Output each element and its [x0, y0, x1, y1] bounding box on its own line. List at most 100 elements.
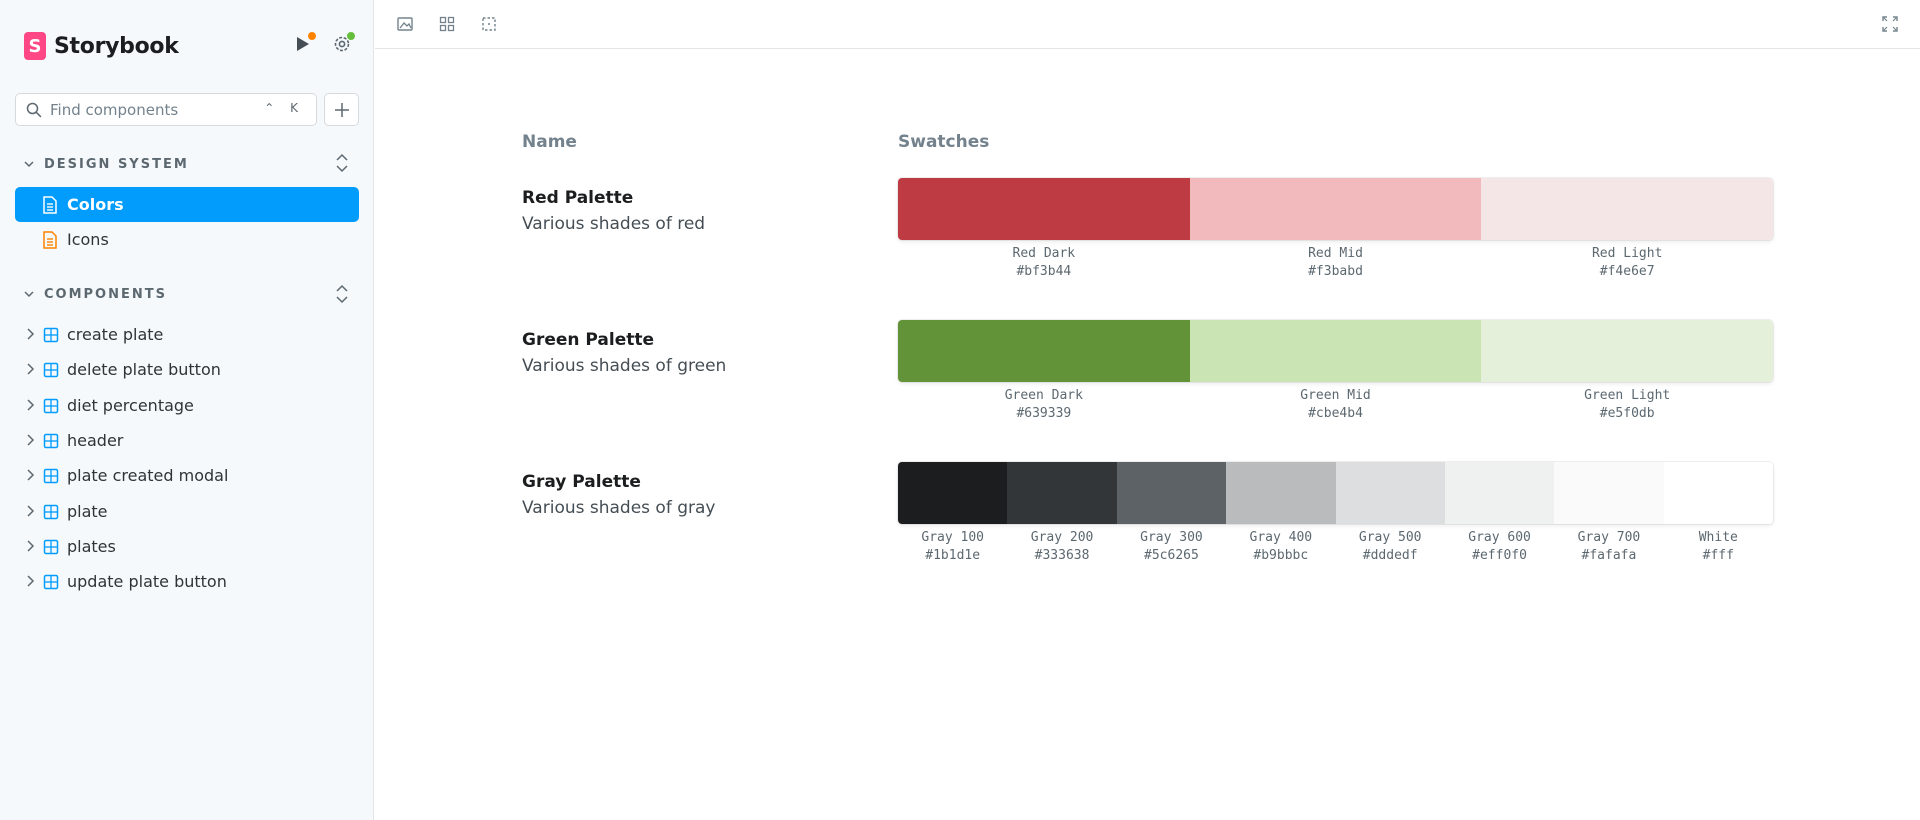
sidebar-item-component[interactable]: delete plate button — [15, 352, 359, 387]
component-icon — [43, 574, 59, 590]
swatch-label: Gray 500 #dddedf — [1336, 529, 1445, 565]
outline-icon — [482, 17, 496, 31]
chevron-right-icon — [27, 328, 35, 340]
sidebar-item-label: diet percentage — [67, 395, 194, 415]
swatch-name: Gray 200 — [1030, 530, 1094, 545]
sidebar-item-component[interactable]: plate created modal — [15, 458, 359, 493]
component-icon — [43, 504, 59, 519]
swatch-label: Gray 700 #fafafa — [1554, 529, 1663, 565]
chevron-down-icon — [24, 291, 34, 298]
plus-icon — [334, 102, 349, 117]
outline-button[interactable] — [479, 14, 499, 34]
background-button[interactable] — [395, 14, 415, 34]
chevron-right-icon — [27, 469, 35, 481]
color-swatch — [1007, 462, 1117, 524]
search-input[interactable] — [50, 100, 270, 119]
swatch-label: Gray 400 #b9bbbc — [1226, 529, 1335, 565]
swatch-label: Green Mid #cbe4b4 — [1190, 387, 1482, 423]
swatch-label: White #fff — [1664, 529, 1773, 565]
color-swatch — [898, 462, 1008, 524]
search-shortcut: ⌃ K — [264, 101, 304, 115]
section-label: COMPONENTS — [44, 286, 167, 302]
swatch-row — [898, 178, 1773, 240]
swatch-label: Green Light #e5f0db — [1481, 387, 1773, 423]
sidebar-item-label: header — [67, 430, 124, 450]
palette-description: Various shades of green — [522, 356, 727, 376]
color-swatch — [1116, 462, 1227, 524]
create-button[interactable] — [324, 93, 359, 126]
play-notifications-button[interactable] — [292, 32, 316, 55]
swatch-hex: #333638 — [1034, 548, 1090, 563]
sidebar-item-component[interactable]: plates — [15, 529, 359, 564]
chevron-down-icon — [24, 161, 34, 168]
sidebar-item-label: plates — [67, 536, 116, 556]
brand[interactable]: S Storybook — [24, 30, 179, 62]
expand-collapse-icon[interactable] — [333, 152, 351, 174]
swatch-name: Gray 300 — [1140, 530, 1203, 545]
search-box[interactable]: ⌃ K — [15, 93, 317, 126]
palette-description: Various shades of gray — [522, 498, 716, 518]
status-dot — [347, 32, 355, 40]
toolbar — [375, 0, 1920, 49]
section-label: DESIGN SYSTEM — [44, 156, 189, 172]
swatch-hex: #dddedf — [1362, 548, 1418, 563]
color-swatch — [1481, 178, 1773, 240]
swatch-name: Red Dark — [1012, 246, 1076, 261]
swatch-name: Red Mid — [1308, 246, 1363, 261]
sidebar-item-icons[interactable]: Icons — [15, 222, 359, 257]
section-design-system[interactable]: DESIGN SYSTEM — [24, 154, 189, 174]
sidebar-item-component[interactable]: header — [15, 423, 359, 458]
swatch-name: Gray 400 — [1249, 530, 1313, 545]
document-icon — [43, 231, 57, 249]
swatch-label: Gray 600 #eff0f0 — [1445, 529, 1554, 565]
swatch-hex: #b9bbbc — [1253, 548, 1309, 563]
swatch-hex: #cbe4b4 — [1308, 406, 1363, 421]
palette-name: Green Palette — [522, 330, 655, 350]
sidebar-item-component[interactable]: diet percentage — [15, 388, 359, 423]
column-header-name: Name — [522, 132, 577, 152]
sidebar-item-label: Colors — [67, 195, 124, 214]
settings-button[interactable] — [331, 32, 355, 55]
search-icon — [26, 102, 42, 118]
color-swatch — [1189, 178, 1482, 240]
component-icon — [43, 433, 59, 449]
palette-name: Red Palette — [522, 188, 634, 208]
swatch-hex: #fafafa — [1581, 548, 1637, 563]
swatch-name: Gray 600 — [1468, 530, 1531, 545]
swatch-hex: #f4e6e7 — [1599, 264, 1655, 279]
sidebar-item-component[interactable]: plate — [15, 494, 359, 529]
storybook-logo-icon: S — [24, 32, 46, 60]
swatch-name: Green Mid — [1300, 388, 1371, 403]
swatch-name: Gray 700 — [1577, 530, 1641, 545]
grid-button[interactable] — [437, 14, 457, 34]
expand-collapse-icon[interactable] — [333, 283, 351, 305]
swatch-name: Gray 500 — [1358, 530, 1422, 545]
swatch-label: Red Light #f4e6e7 — [1481, 245, 1773, 281]
swatch-label: Red Dark #bf3b44 — [898, 245, 1190, 281]
chevron-right-icon — [27, 575, 35, 587]
chevron-right-icon — [27, 363, 35, 375]
component-icon — [43, 398, 59, 413]
section-components[interactable]: COMPONENTS — [24, 284, 167, 304]
swatch-hex: #1b1d1e — [925, 548, 981, 563]
component-icon — [43, 468, 59, 484]
color-swatch — [1189, 320, 1482, 382]
sidebar-item-label: plate created modal — [67, 466, 229, 486]
swatch-row — [898, 320, 1773, 382]
sidebar-item-component[interactable]: create plate — [15, 317, 359, 352]
swatch-hex: #e5f0db — [1599, 406, 1655, 421]
swatch-hex: #eff0f0 — [1472, 548, 1527, 563]
color-swatch — [1554, 462, 1664, 524]
sidebar-item-component[interactable]: update plate button — [15, 564, 359, 599]
color-swatch — [1663, 462, 1773, 524]
grid-icon — [439, 16, 455, 32]
sidebar-item-colors[interactable]: Colors — [15, 187, 359, 222]
chevron-right-icon — [27, 399, 35, 411]
swatch-hex: #f3babd — [1308, 264, 1363, 279]
color-swatch — [898, 320, 1190, 382]
fullscreen-button[interactable] — [1880, 14, 1900, 34]
sidebar-item-label: Icons — [67, 230, 109, 249]
swatch-hex: #fff — [1702, 548, 1734, 563]
document-icon — [43, 196, 57, 214]
brand-name: Storybook — [54, 33, 179, 59]
